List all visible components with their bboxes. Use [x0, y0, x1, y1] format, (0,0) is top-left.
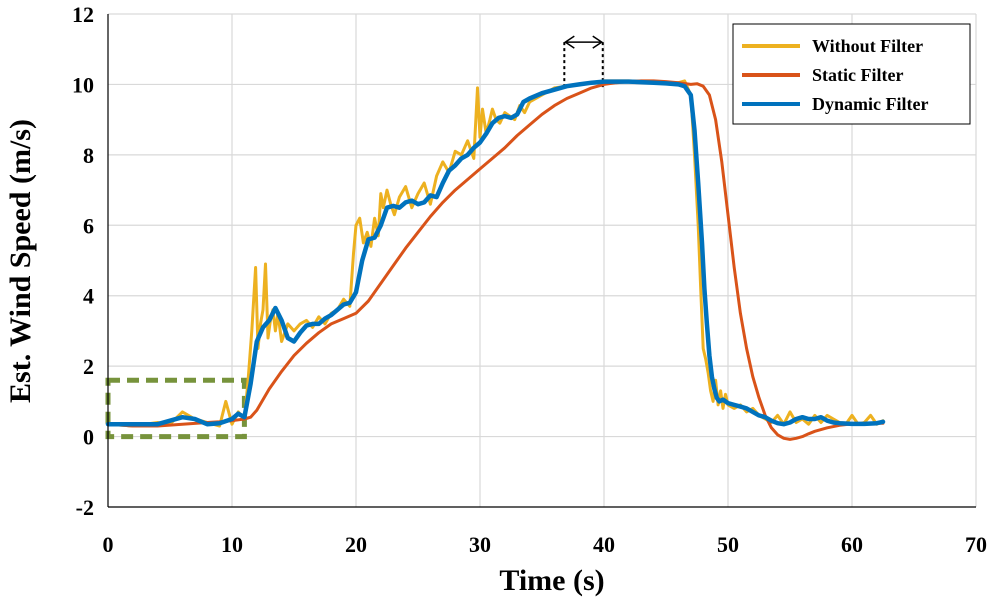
y-tick-label: 6: [83, 213, 94, 238]
legend: Without Filter Static Filter Dynamic Filte…: [732, 23, 971, 125]
x-tick-label: 50: [717, 532, 739, 557]
x-tick-label: 0: [103, 532, 114, 557]
highlight-dashed-box: [105, 377, 247, 440]
x-axis-title: Time (s): [499, 564, 604, 597]
x-tick-label: 70: [965, 532, 987, 557]
legend-label-dynamic-filter: Dynamic Filter: [812, 94, 928, 114]
x-tick-label: 10: [221, 532, 243, 557]
tick-labels: -2 0 2 4 6 8 10 12 0 10 20 30 40 50 60 70: [72, 2, 987, 557]
y-tick-label: 2: [83, 354, 94, 379]
legend-label-static-filter: Static Filter: [812, 65, 903, 85]
arrow-head-right: [592, 35, 604, 49]
y-tick-label: 4: [83, 284, 94, 309]
x-tick-label: 60: [841, 532, 863, 557]
series-line-dynamic-filter: [105, 79, 886, 427]
y-tick-label: 0: [83, 425, 94, 450]
axes: [107, 14, 976, 508]
data-series: [105, 79, 886, 441]
legend-label-without-filter: Without Filter: [812, 36, 923, 56]
y-tick-label: -2: [76, 495, 94, 520]
y-tick-label: 10: [72, 72, 94, 97]
y-axis-title: Est. Wind Speed (m/s): [4, 119, 37, 403]
arrow-head-left: [563, 35, 575, 49]
series-line-without-filter: [106, 79, 885, 428]
x-tick-label: 30: [469, 532, 491, 557]
series-line-static-filter: [106, 79, 885, 441]
x-tick-label: 40: [593, 532, 615, 557]
annotations: [105, 35, 604, 440]
y-tick-label: 8: [83, 143, 94, 168]
x-tick-label: 20: [345, 532, 367, 557]
y-tick-label: 12: [72, 2, 94, 27]
